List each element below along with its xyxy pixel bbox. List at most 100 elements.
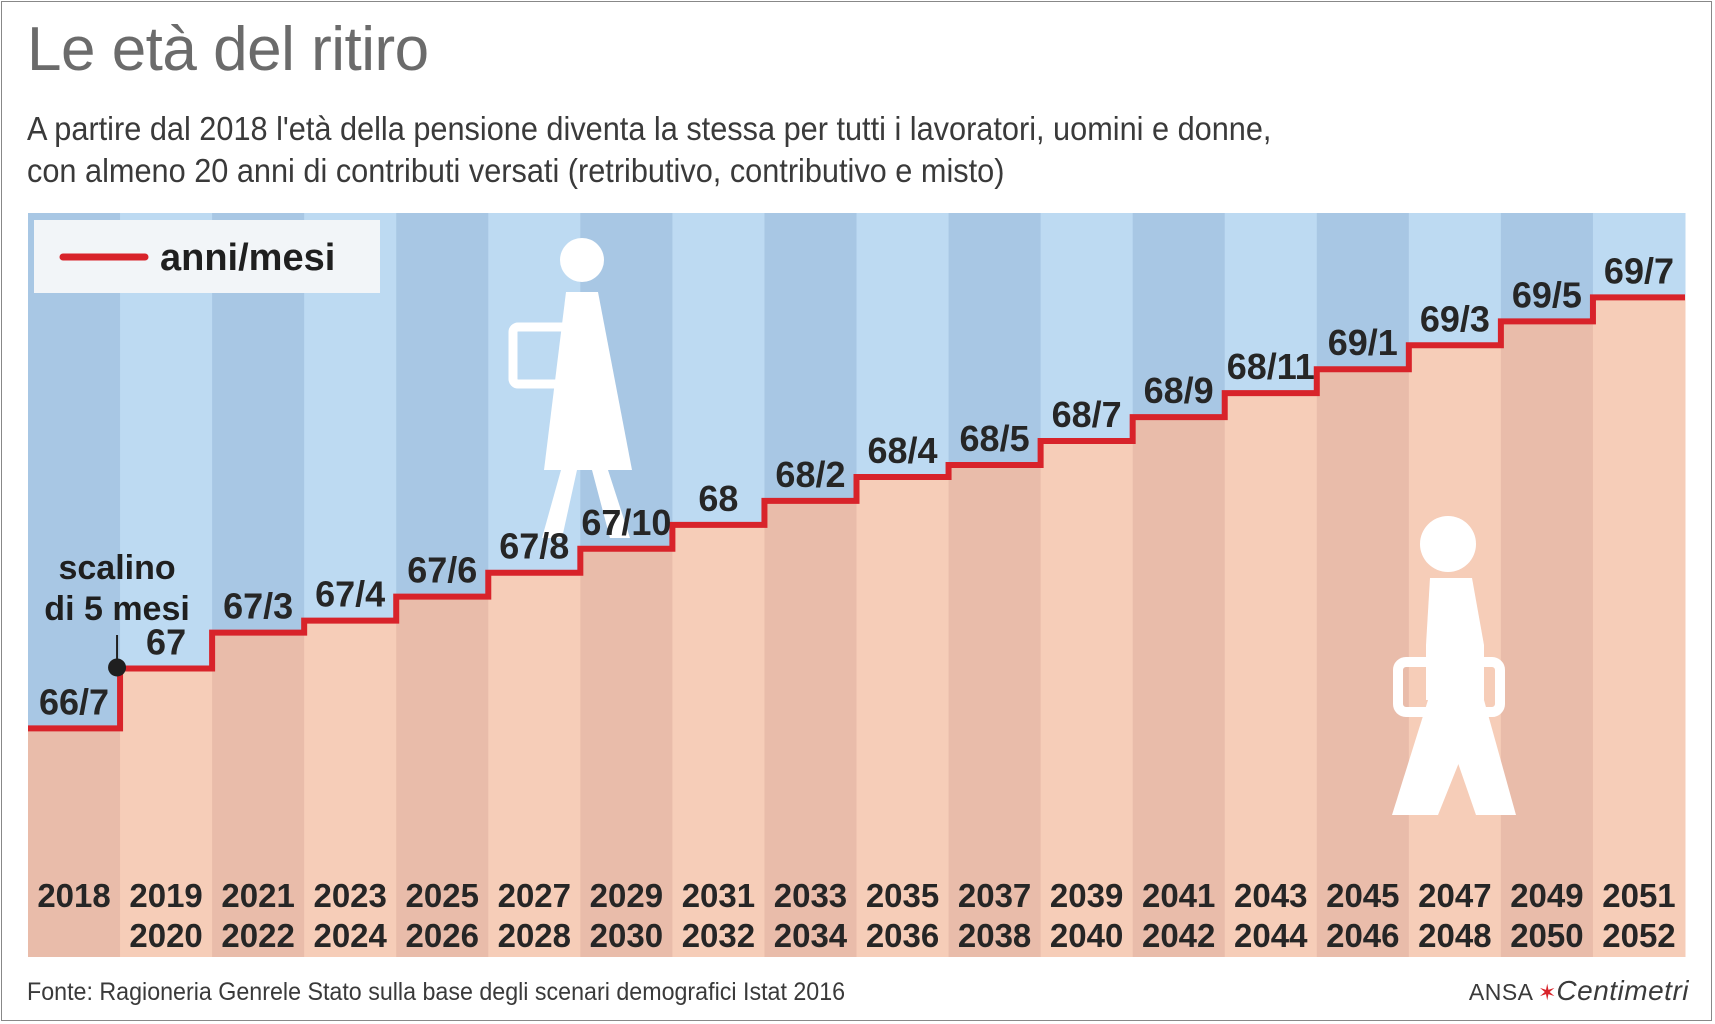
brand-ansa: ANSA [1468,979,1534,1005]
x-tick-label: 2044 [1234,917,1308,954]
data-label: 67/10 [581,502,671,543]
bar-area [488,572,581,957]
source-note: Fonte: Ragioneria Genrele Stato sulla ba… [27,978,846,1006]
legend: anni/mesi [34,220,380,293]
bar-area [672,524,765,957]
x-tick-label: 2026 [406,917,479,954]
x-tick-label: 2042 [1142,917,1215,954]
data-label: 68/9 [1144,370,1214,411]
x-tick-label: 2051 [1602,877,1675,914]
data-label: 67/4 [315,574,385,615]
x-tick-label: 2038 [958,917,1031,954]
data-label: 67/3 [223,586,293,627]
bar-area [1592,297,1686,957]
x-tick-label: 2043 [1234,877,1307,914]
value-labels: 66/7 67 67/3 67/4 67/6 67/8 67/10 68 68/2 68/4 68/… [39,250,1674,722]
chart-subtitle: A partire dal 2018 l'età della pensione … [27,108,1422,192]
annotation-dot [108,658,127,677]
sky-band [28,213,121,729]
man-figure-icon [1392,516,1516,815]
sky-band [1408,213,1502,346]
bar-area [396,596,489,957]
bar-area [1132,417,1226,957]
data-label: 69/1 [1328,322,1398,363]
bar-area [304,620,397,957]
brand-mark-icon: ✶ [1537,980,1557,1005]
bar-area [120,668,213,957]
x-tick-label: 2031 [682,877,755,914]
x-tick-label: 2050 [1510,917,1583,954]
step-annotation: scalino di 5 mesi [44,549,190,677]
bar-area [28,728,121,957]
bar-area [948,464,1042,957]
subtitle-line-2: con almeno 20 anni di contributi versati… [27,152,1005,189]
x-tick-label: 2049 [1510,877,1583,914]
sky-band [1500,213,1594,322]
x-tick-label: 2039 [1050,877,1123,914]
data-label: 69/3 [1420,298,1490,339]
x-tick-label: 2034 [774,917,848,954]
x-tick-label: 2029 [590,877,663,914]
legend-label: anni/mesi [160,237,335,279]
x-tick-label: 2047 [1418,877,1491,914]
bar-area [212,632,305,957]
sky-band [1224,213,1318,394]
sky-band [1592,213,1686,298]
series-step-line [28,294,1685,732]
x-tick-label: 2046 [1326,917,1399,954]
x-tick-label: 2022 [221,917,294,954]
data-label: 68/4 [867,430,937,471]
subtitle-line-1: A partire dal 2018 l'età della pensione … [27,110,1272,147]
bar-area [1500,321,1594,958]
x-tick-label: 2036 [866,917,939,954]
data-label: 69/7 [1604,250,1674,291]
x-tick-label: 2030 [590,917,663,954]
x-tick-label: 2028 [498,917,571,954]
bar-area [764,500,857,957]
x-tick-label: 2048 [1418,917,1491,954]
x-tick-label: 2027 [498,877,571,914]
data-label: 68/2 [775,454,845,495]
sky-band [396,213,489,597]
bar-area [1316,369,1410,958]
sky-band [948,213,1042,465]
data-label: 68/7 [1052,394,1122,435]
x-tick-label: 2035 [866,877,939,914]
woman-figure-icon [508,238,632,538]
x-tick-label: 2033 [774,877,847,914]
sky-band [764,213,857,501]
x-tick-label: 2032 [682,917,755,954]
x-tick-label: 2025 [406,877,479,914]
data-label: 67/6 [407,550,477,591]
bar-area [1224,393,1318,957]
sky-band [1132,213,1226,418]
data-label: 69/5 [1512,274,1582,315]
x-tick-label: 2019 [129,877,202,914]
data-label: 67/8 [499,526,569,567]
sky-band [672,213,765,525]
x-tick-label: 2041 [1142,877,1215,914]
sky-band [1316,213,1410,370]
data-label: 68/5 [960,418,1030,459]
data-label: 68/11 [1227,346,1315,387]
sky-band [856,213,950,477]
annotation-line-2: di 5 mesi [44,590,190,628]
page-title: Le età del ritiro [27,15,429,84]
brand-centimetri: Centimetri [1556,975,1689,1006]
annotation-line-1: scalino [58,549,175,587]
bar-area [580,548,673,957]
x-tick-label: 2045 [1326,877,1399,914]
x-tick-label: 2023 [313,877,386,914]
x-tick-label: 2018 [37,877,110,914]
x-tick-label: 2020 [129,917,202,954]
x-tick-label: 2021 [221,877,294,914]
step-line-group [28,294,1685,732]
x-tick-label: 2052 [1602,917,1675,954]
data-label: 68 [698,478,738,519]
bar-area [1040,441,1134,957]
bar-area [856,476,950,957]
x-tick-label: 2037 [958,877,1031,914]
